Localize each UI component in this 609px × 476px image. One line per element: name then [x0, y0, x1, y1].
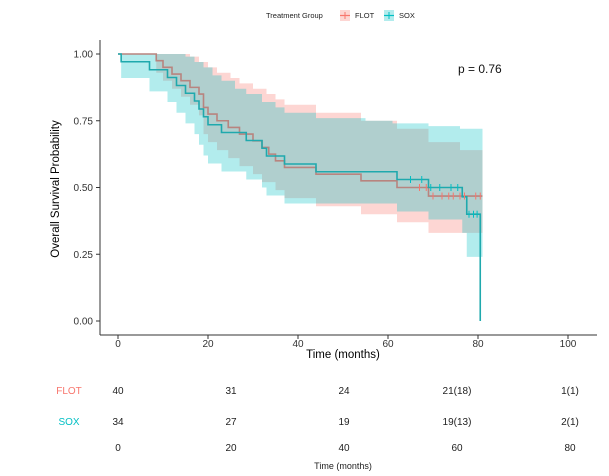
x-ticks: 0 20 40 60 80 100 — [115, 335, 577, 350]
y-axis-title: Overall Survival Probability — [50, 120, 62, 258]
legend: Treatment Group FLOT SOX — [266, 10, 415, 21]
risk-table-cell: 2(1) — [561, 417, 579, 428]
risk-table-group-flot: FLOT — [56, 386, 82, 397]
survival-curves — [118, 53, 483, 321]
confidence-band-flot — [118, 54, 483, 233]
legend-key-sox — [384, 10, 394, 21]
y-tick-label: 0.50 — [74, 183, 94, 194]
confidence-band-sox — [118, 54, 483, 257]
p-value-annotation: p = 0.76 — [458, 62, 502, 76]
legend-label-sox: SOX — [399, 11, 415, 20]
survival-curve-sox — [118, 53, 482, 321]
risk-table-cell: 34 — [112, 417, 124, 428]
risk-table-time-label: 40 — [338, 443, 350, 454]
risk-table-time-label: 0 — [115, 443, 121, 454]
risk-table-time-label: 60 — [451, 443, 463, 454]
risk-table: FLOT 40 31 24 21(18) 1(1) SOX 34 27 19 19(13) 2(1) 0… — [56, 386, 579, 454]
x-axis-title: Time (months) — [306, 349, 380, 361]
x-tick-label: 40 — [292, 339, 304, 350]
risk-table-cell: 19 — [338, 417, 350, 428]
survival-curve-flot — [118, 53, 483, 197]
risk-table-cell: 31 — [225, 386, 237, 397]
x-tick-label: 0 — [115, 339, 121, 350]
legend-title: Treatment Group — [266, 11, 323, 20]
y-tick-label: 0.75 — [74, 116, 94, 127]
risk-table-cell: 21(18) — [443, 386, 472, 397]
x-tick-label: 20 — [202, 339, 214, 350]
y-tick-label: 1.00 — [74, 50, 94, 61]
censor-marks — [410, 175, 481, 218]
x-tick-label: 80 — [472, 339, 484, 350]
y-tick-label: 0.00 — [74, 317, 94, 328]
y-tick-label: 0.25 — [74, 250, 94, 261]
x-tick-label: 60 — [382, 339, 394, 350]
risk-table-cell: 40 — [112, 386, 124, 397]
risk-table-cell: 1(1) — [561, 386, 579, 397]
legend-key-flot — [340, 10, 350, 21]
risk-table-time-label: 20 — [225, 443, 237, 454]
risk-table-cell: 24 — [338, 386, 350, 397]
x-tick-label: 100 — [560, 339, 577, 350]
risk-table-time-label: 80 — [564, 443, 576, 454]
y-ticks: 0.00 0.25 0.50 0.75 1.00 — [74, 50, 100, 328]
risk-table-cell: 27 — [225, 417, 237, 428]
risk-table-group-sox: SOX — [58, 417, 79, 428]
risk-table-cell: 19(13) — [443, 417, 472, 428]
confidence-bands — [118, 54, 483, 257]
risk-table-x-title: Time (months) — [314, 461, 372, 471]
legend-label-flot: FLOT — [355, 11, 375, 20]
